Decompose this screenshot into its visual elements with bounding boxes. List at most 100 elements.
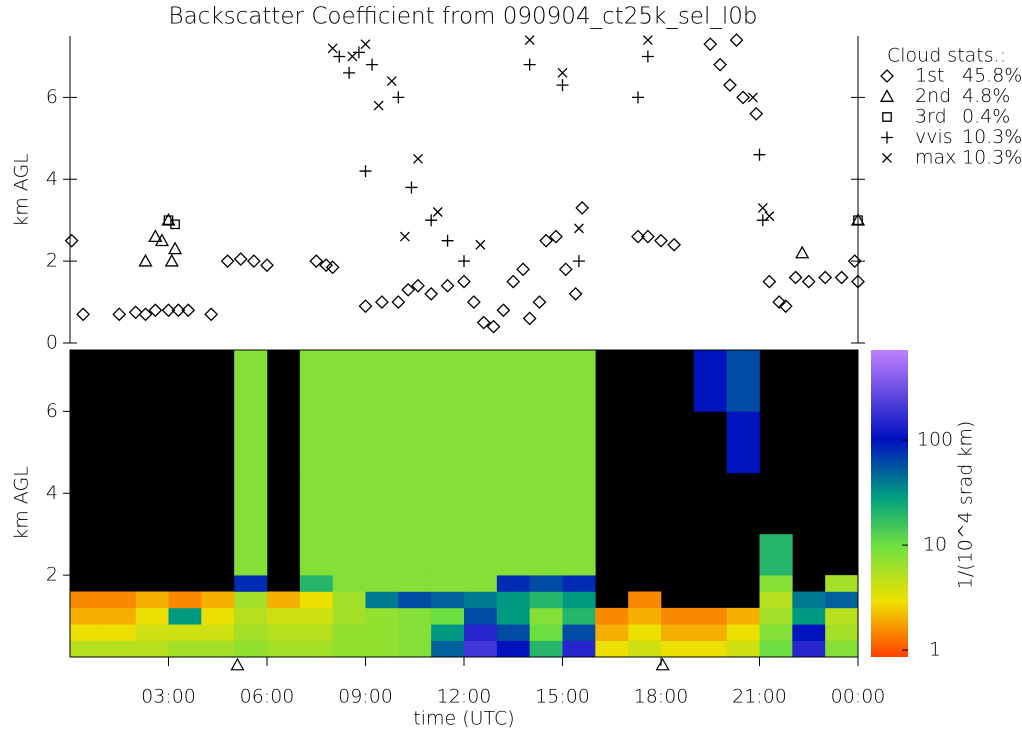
data-point xyxy=(506,274,521,289)
heatmap-cell xyxy=(332,350,366,412)
heatmap-cell xyxy=(234,591,268,609)
heatmap-cell xyxy=(365,411,399,474)
heatmap-cell xyxy=(431,472,465,535)
data-point xyxy=(440,278,455,293)
data-point xyxy=(466,295,481,309)
x-tick-label: 09:00 xyxy=(338,686,393,708)
y-tick-label: 4 xyxy=(46,168,58,190)
data-point xyxy=(164,253,179,267)
heatmap-cell xyxy=(661,607,695,625)
heatmap-cell xyxy=(431,411,465,474)
data-point xyxy=(524,35,535,46)
heatmap-cell xyxy=(398,624,432,641)
heatmap-cell xyxy=(759,575,793,592)
data-point xyxy=(516,262,531,277)
data-point xyxy=(441,234,454,247)
heatmap-cell xyxy=(726,350,760,412)
legend-stat: 45.8% xyxy=(962,65,1022,87)
data-point xyxy=(801,274,816,289)
heatmap-cell xyxy=(135,607,169,625)
heatmap-cell xyxy=(365,575,399,592)
heatmap-cell xyxy=(267,607,301,625)
heatmap-cell xyxy=(299,472,333,535)
heatmap-cell xyxy=(234,624,268,641)
y-axis-label: km AGL xyxy=(11,153,33,227)
data-point xyxy=(401,282,416,297)
heatmap-cell xyxy=(792,624,826,641)
heatmap-cell xyxy=(529,607,563,625)
heatmap-cell xyxy=(365,607,399,625)
heatmap-cell xyxy=(726,607,760,625)
heatmap-cell xyxy=(102,607,136,625)
heatmap-cell xyxy=(234,607,268,625)
y-tick-label: 4 xyxy=(46,482,58,504)
data-point xyxy=(399,231,410,242)
data-point xyxy=(309,254,324,269)
heatmap-cell xyxy=(464,350,498,412)
x-tick-label: 03:00 xyxy=(141,686,196,708)
heatmap-cell xyxy=(135,624,169,641)
heatmap-cell xyxy=(496,472,530,535)
heatmap-cell xyxy=(726,624,760,641)
data-point xyxy=(703,37,718,52)
legend-marker xyxy=(879,89,895,102)
heatmap-cell xyxy=(792,640,826,658)
data-point xyxy=(154,233,170,247)
x-tick-label: 00:00 xyxy=(831,686,886,708)
heatmap-cell xyxy=(726,411,760,474)
heatmap-cell xyxy=(529,575,563,592)
data-point xyxy=(246,254,261,269)
legend-stat: 10.3% xyxy=(962,147,1022,169)
heatmap-cell xyxy=(529,591,563,609)
heatmap-cell xyxy=(464,591,498,609)
heatmap-cell xyxy=(496,575,530,592)
data-point xyxy=(76,307,91,322)
data-point xyxy=(138,307,153,322)
heatmap-cell xyxy=(661,624,695,641)
data-point xyxy=(723,78,737,93)
y-tick-label: 6 xyxy=(46,400,58,422)
data-point xyxy=(424,286,439,301)
data-point xyxy=(747,92,758,103)
chart-title: Backscatter Coefficient from 090904_ct25… xyxy=(169,4,758,30)
data-point xyxy=(374,295,389,309)
y-tick-label: 2 xyxy=(46,564,58,586)
heatmap-cell xyxy=(332,575,366,592)
data-point xyxy=(161,303,176,318)
heatmap-cell xyxy=(234,472,268,535)
data-point xyxy=(233,252,248,267)
heatmap-cell xyxy=(726,640,760,658)
heatmap-cell xyxy=(595,624,629,641)
heatmap-cell xyxy=(431,640,465,658)
data-point xyxy=(556,79,569,92)
data-point xyxy=(347,51,358,62)
heatmap-cell xyxy=(529,472,563,535)
data-point xyxy=(359,165,372,178)
heatmap-cell xyxy=(102,591,136,609)
data-point xyxy=(413,153,423,164)
heatmap-cell xyxy=(365,534,399,576)
heatmap-cell xyxy=(496,591,530,609)
heatmap-cell xyxy=(332,411,366,474)
heatmap-cell xyxy=(792,607,826,625)
colorbar-tick-label: 10 xyxy=(923,534,947,556)
heatmap-cell xyxy=(299,575,333,592)
data-point xyxy=(753,148,766,161)
data-point xyxy=(392,91,405,104)
heatmap-cell xyxy=(562,575,596,592)
data-point xyxy=(486,319,501,334)
heatmap-cell xyxy=(201,591,235,609)
heatmap-cell xyxy=(234,534,268,576)
heatmap-cell xyxy=(332,640,366,658)
heatmap-cell xyxy=(562,411,596,474)
heatmap-cell xyxy=(398,607,432,625)
heatmap-cell xyxy=(365,472,399,535)
heatmap-cell xyxy=(628,591,662,609)
data-point xyxy=(834,270,849,285)
legend-label: 3rd xyxy=(915,106,947,128)
legend-marker xyxy=(880,69,894,83)
heatmap-cell xyxy=(267,591,301,609)
legend-stat: 0.4% xyxy=(962,106,1010,128)
x-tick-label: 12:00 xyxy=(437,686,492,708)
heatmap-cell xyxy=(431,624,465,641)
